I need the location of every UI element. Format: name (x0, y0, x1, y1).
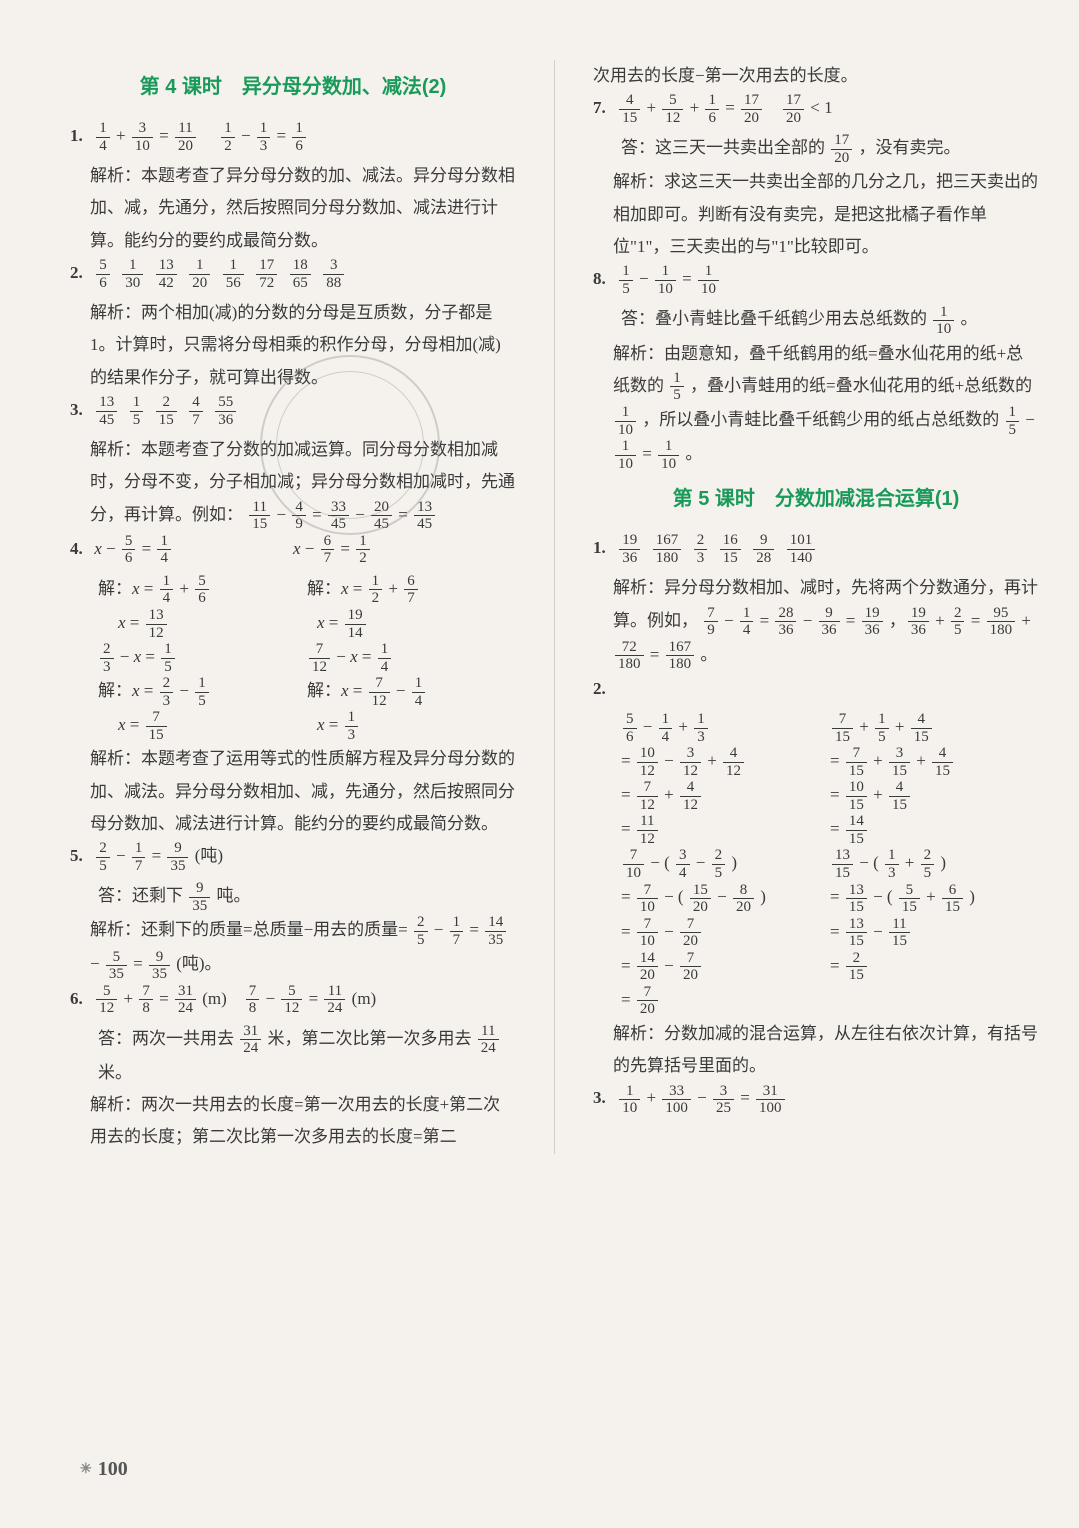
s5-q2-num: 2. (593, 673, 613, 705)
right-column: 次用去的长度−第一次用去的长度。 7. 415 + 512 + 16 = 172… (593, 60, 1039, 1154)
s5-q2-r2: = 1012 − 312 + 412 = 715 + 315 + 415 (621, 745, 1039, 779)
s5-q2-r4: = 1112 = 1415 (621, 813, 1039, 847)
q2-num: 2. (70, 257, 90, 289)
s5-q2-r1: 56 − 14 + 13 715 + 15 + 415 (621, 711, 1039, 745)
q8-num: 8. (593, 263, 613, 295)
q4-eq2: 23 − x = 15 712 − x = 14 (98, 641, 516, 675)
q4-sol1b: x = 1312 x = 1914 (118, 607, 516, 641)
s5-q2-m5: = 720 (621, 984, 1039, 1018)
q8-ans: 答：叠小青蛙比叠千纸鹤少用去总纸数的 110 。 (621, 303, 1039, 337)
q8: 8. 15 − 110 = 110 (593, 263, 1039, 297)
q4: 4. x − 56 = 14 x − 67 = 12 (70, 533, 516, 567)
left-column: 第 4 课时 异分母分数加、减法(2) 1. 14 + 310 = 1120 1… (70, 60, 516, 1154)
s5-q1-num: 1. (593, 532, 613, 564)
q1: 1. 14 + 310 = 1120 12 − 13 = 16 (70, 120, 516, 154)
s5-q3: 3. 110 + 33100 − 325 = 31100 (593, 1082, 1039, 1116)
q3-num: 3. (70, 394, 90, 426)
section-title-4: 第 4 课时 异分母分数加、减法(2) (70, 68, 516, 106)
column-divider (554, 60, 555, 1154)
s5-q2-m3: = 710 − 720 = 1315 − 1115 (621, 916, 1039, 950)
s5-q2-explain: 解析：分数加减的混合运算，从左往右依次计算，有括号的先算括号里面的。 (613, 1018, 1039, 1083)
q4-sol2: 解：x = 23 − 15 解：x = 712 − 14 (98, 675, 516, 709)
q4-num: 4. (70, 533, 90, 565)
s5-q3-num: 3. (593, 1082, 613, 1114)
q3-explain: 解析：本题考查了分数的加减运算。同分母分数相加减时，分母不变，分子相加减；异分母… (90, 434, 516, 533)
q5-explain-a: 解析：还剩下的质量=总质量−用去的质量= (90, 920, 408, 939)
q7-explain: 解析：求这三天一共卖出全部的几分之几，把三天卖出的相加即可。判断有没有卖完，是把… (613, 166, 1039, 263)
q6: 6. 512 + 78 = 3124 (m) 78 − 512 = 1124 (… (70, 983, 516, 1017)
section-title-5: 第 5 课时 分数加减混合运算(1) (593, 480, 1039, 518)
q7-num: 7. (593, 92, 613, 124)
q7: 7. 415 + 512 + 16 = 1720 1720 < 1 (593, 92, 1039, 126)
q5: 5. 25 − 17 = 935 (吨) (70, 840, 516, 874)
page-number: 100 (80, 1450, 128, 1488)
page-container: 第 4 课时 异分母分数加、减法(2) 1. 14 + 310 = 1120 1… (0, 0, 1079, 1184)
q4-explain: 解析：本题考查了运用等式的性质解方程及异分母分数的加、减法。异分母分数相加、减，… (90, 743, 516, 840)
q5-explain: 解析：还剩下的质量=总质量−用去的质量= 25 − 17 = 1435 − 53… (90, 914, 516, 982)
q4-sol2b: x = 715 x = 13 (118, 709, 516, 743)
s5-q2-r3: = 712 + 412 = 1015 + 415 (621, 779, 1039, 813)
s5-q2-m1: 710 − ( 34 − 25 ) 1315 − ( 13 + 25 ) (621, 847, 1039, 881)
q3: 3. 1345 15 215 47 5536 (70, 394, 516, 428)
q2: 2. 56 130 1342 120 156 1772 1865 388 (70, 257, 516, 291)
q6-explain: 解析：两次一共用去的长度=第一次用去的长度+第二次用去的长度；第二次比第一次多用… (90, 1089, 516, 1154)
q2-explain: 解析：两个相加(减)的分数的分母是互质数，分子都是1。计算时，只需将分母相乘的积… (90, 297, 516, 394)
q8-explain: 解析：由题意知，叠千纸鹤用的纸=叠水仙花用的纸+总纸数的 15 ，叠小青蛙用的纸… (613, 338, 1039, 473)
q6-num: 6. (70, 983, 90, 1015)
s5-q2-m4: = 1420 − 720 = 215 (621, 950, 1039, 984)
q5-num: 5. (70, 840, 90, 872)
q4-sol1: 解：x = 14 + 56 解：x = 12 + 67 (98, 573, 516, 607)
s5-q2: 2. (593, 673, 1039, 705)
q1-explain: 解析：本题考查了异分母分数的加、减法。异分母分数相加、减，先通分，然后按照同分母… (90, 160, 516, 257)
s5-q1: 1. 1936 167180 23 1615 928 101140 (593, 532, 1039, 566)
q6-cont: 次用去的长度−第一次用去的长度。 (593, 60, 1039, 92)
s5-q1-explain: 解析：异分母分数相加、减时，先将两个分数通分，再计算。例如， 79 − 14 =… (613, 572, 1039, 672)
q5-ans: 答：还剩下 935 吨。 (98, 880, 516, 914)
q6-ans: 答：两次一共用去 3124 米，第二次比第一次多用去 1124 米。 (98, 1023, 516, 1089)
s5-q2-m2: = 710 − ( 1520 − 820 ) = 1315 − ( 515 + … (621, 881, 1039, 915)
q1-num: 1. (70, 120, 90, 152)
q7-ans: 答：这三天一共卖出全部的 1720 ，没有卖完。 (621, 132, 1039, 166)
